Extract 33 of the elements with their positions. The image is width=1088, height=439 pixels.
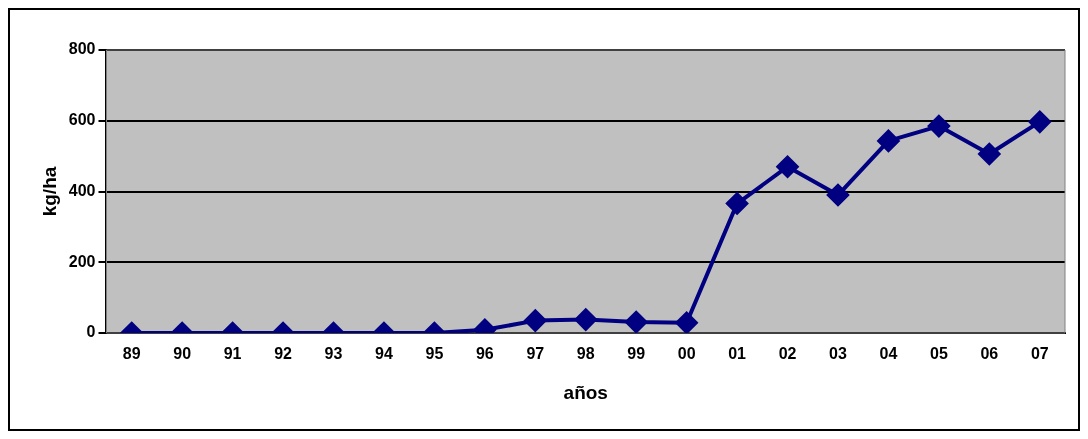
x-tick-label: 98 bbox=[576, 345, 595, 363]
point bbox=[978, 143, 1001, 165]
point bbox=[776, 155, 799, 178]
x-tick-label: 06 bbox=[980, 345, 999, 363]
y-tick-label: 400 bbox=[68, 181, 96, 199]
x-axis-title: años bbox=[563, 381, 608, 403]
x-tick-label: 99 bbox=[627, 345, 646, 363]
y-tick-label: 600 bbox=[68, 111, 96, 129]
x-tick-label: 03 bbox=[829, 345, 847, 363]
x-tick-label: 92 bbox=[274, 345, 293, 363]
x-tick-label: 00 bbox=[677, 345, 696, 363]
x-tick-label: 93 bbox=[324, 345, 343, 363]
y-tick-label: 200 bbox=[68, 252, 96, 270]
x-tick-label: 89 bbox=[122, 345, 141, 363]
x-tick-label: 07 bbox=[1030, 345, 1049, 363]
point bbox=[726, 192, 749, 215]
point bbox=[877, 129, 900, 152]
x-tick-label: 04 bbox=[879, 345, 898, 363]
y-axis-title: kg/ha bbox=[38, 166, 60, 217]
point bbox=[826, 184, 849, 207]
x-tick-label: 90 bbox=[173, 345, 192, 363]
x-tick-label: 02 bbox=[778, 345, 797, 363]
x-tick-label: 96 bbox=[475, 345, 494, 363]
x-tick-label: 95 bbox=[425, 345, 444, 363]
x-tick-label: 91 bbox=[223, 345, 242, 363]
y-tick-label: 800 bbox=[68, 40, 96, 58]
x-tick-label: 94 bbox=[375, 345, 393, 363]
x-tick-label: 05 bbox=[929, 345, 948, 363]
x-tick-label: 97 bbox=[526, 345, 545, 363]
point bbox=[927, 115, 950, 138]
point bbox=[1028, 110, 1051, 133]
x-tick-label: 01 bbox=[728, 345, 747, 363]
y-tick-label: 0 bbox=[86, 323, 96, 341]
